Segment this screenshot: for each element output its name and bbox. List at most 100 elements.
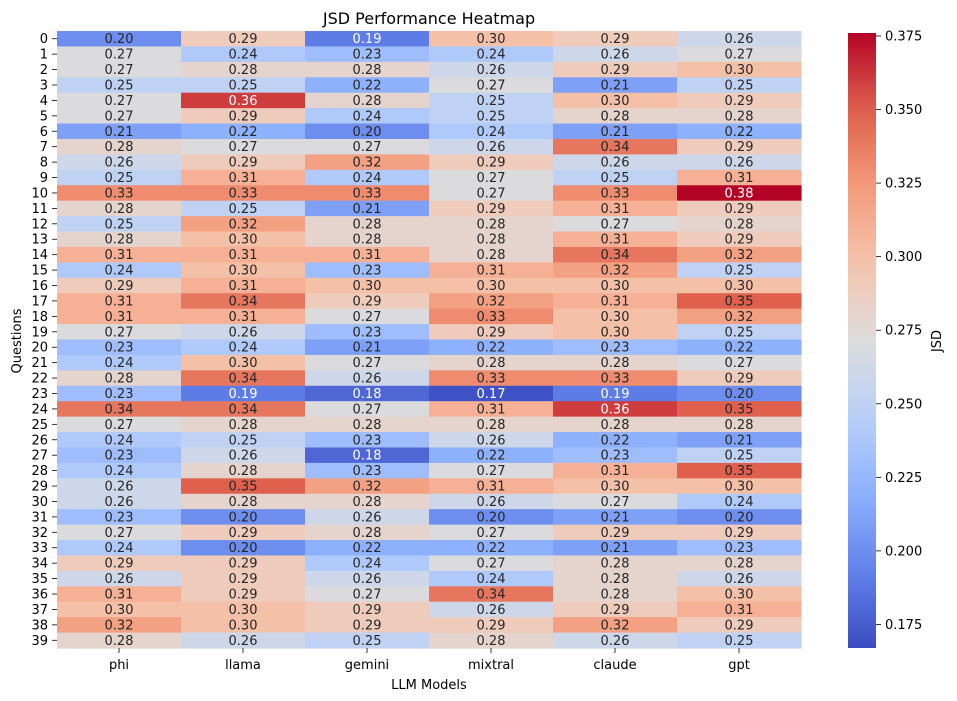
cell-value-label: 0.22 <box>601 433 630 448</box>
heatmap-cell <box>305 123 430 140</box>
heatmap-cell <box>553 138 678 156</box>
cell-value-label: 0.24 <box>105 541 134 556</box>
cell-value-label: 0.35 <box>725 294 754 309</box>
cell-value-label: 0.32 <box>477 294 506 309</box>
y-tick-label: 5 <box>40 109 48 124</box>
y-tick-label: 15 <box>31 264 48 279</box>
cell-value-label: 0.26 <box>725 32 754 47</box>
cell-value-label: 0.20 <box>105 32 134 47</box>
heatmap-cell <box>181 216 306 233</box>
cell-value-label: 0.24 <box>353 109 382 124</box>
y-tick-label: 21 <box>31 356 48 371</box>
y-tick-label: 29 <box>31 480 48 495</box>
cell-value-label: 0.27 <box>477 464 506 479</box>
cell-value-label: 0.25 <box>229 202 258 217</box>
heatmap-cell <box>181 447 306 464</box>
cell-value-label: 0.30 <box>601 310 630 325</box>
cell-value-label: 0.25 <box>725 449 754 464</box>
cell-value-label: 0.24 <box>105 356 134 371</box>
y-tick-label: 17 <box>31 294 48 309</box>
cell-value-label: 0.27 <box>353 310 382 325</box>
cell-value-label: 0.32 <box>601 618 630 633</box>
cell-value-label: 0.29 <box>229 572 258 587</box>
heatmap-cell <box>57 447 182 464</box>
heatmap-cell <box>553 478 678 495</box>
heatmap-cell <box>429 524 554 541</box>
cell-value-label: 0.26 <box>477 495 506 510</box>
y-tick-label: 14 <box>31 248 48 263</box>
cell-value-label: 0.28 <box>601 588 630 603</box>
heatmap-cell <box>181 601 306 618</box>
cell-value-label: 0.30 <box>105 603 134 618</box>
cell-value-label: 0.25 <box>725 264 754 279</box>
cell-value-label: 0.29 <box>725 526 754 541</box>
heatmap-cell <box>677 509 802 526</box>
heatmap-cell <box>305 293 430 310</box>
heatmap-cell <box>429 308 554 325</box>
heatmap-cell <box>677 524 802 541</box>
heatmap-cell <box>553 308 678 325</box>
cell-value-label: 0.21 <box>601 78 630 93</box>
heatmap-cell <box>677 77 802 94</box>
cell-value-label: 0.23 <box>353 325 382 340</box>
cell-value-label: 0.21 <box>353 341 382 356</box>
heatmap-cell <box>305 185 430 202</box>
cell-value-label: 0.33 <box>601 186 630 201</box>
heatmap-cell <box>677 31 802 48</box>
heatmap-cell <box>305 447 430 464</box>
cell-value-label: 0.31 <box>229 279 258 294</box>
cell-value-label: 0.25 <box>105 78 134 93</box>
colorbar-tick-label: 0.250 <box>885 397 922 412</box>
heatmap-cell <box>553 385 678 402</box>
cell-value-label: 0.32 <box>105 618 134 633</box>
y-tick-label: 3 <box>40 78 48 93</box>
cell-value-label: 0.29 <box>477 156 506 171</box>
heatmap-cell <box>57 540 182 557</box>
heatmap-cell <box>553 31 678 48</box>
cell-value-label: 0.26 <box>105 572 134 587</box>
cell-value-label: 0.23 <box>725 541 754 556</box>
cell-value-label: 0.20 <box>229 510 258 525</box>
cell-value-label: 0.26 <box>229 325 258 340</box>
cell-value-label: 0.29 <box>725 618 754 633</box>
x-axis-ticks: phi llama gemini mixtral claude gpt <box>109 648 750 673</box>
cell-value-label: 0.32 <box>725 310 754 325</box>
y-tick-label: 6 <box>40 125 48 140</box>
cell-value-label: 0.28 <box>725 418 754 433</box>
heatmap-cell <box>429 123 554 140</box>
cell-value-label: 0.31 <box>477 264 506 279</box>
colorbar-ticks: 0.175 0.200 0.225 0.250 0.275 0.300 0.325 0.350… <box>876 29 922 633</box>
heatmap-cell <box>429 61 554 78</box>
cell-value-label: 0.26 <box>601 156 630 171</box>
heatmap-cell <box>57 169 182 186</box>
cell-value-label: 0.35 <box>725 464 754 479</box>
heatmap-cell <box>429 432 554 449</box>
heatmap-cell <box>305 308 430 325</box>
cell-value-label: 0.33 <box>477 310 506 325</box>
heatmap-cell <box>429 31 554 48</box>
cell-value-label: 0.28 <box>105 372 134 387</box>
heatmap-cell <box>181 478 306 495</box>
y-axis-ticks: 0123456789101112131415161718192021222324… <box>31 32 57 649</box>
x-axis-label: LLM Models <box>391 678 467 693</box>
heatmap-cell <box>181 617 306 634</box>
cell-value-label: 0.38 <box>725 186 754 201</box>
cell-value-label: 0.25 <box>229 78 258 93</box>
heatmap-cell <box>181 462 306 479</box>
cell-value-label: 0.25 <box>105 171 134 186</box>
cell-value-label: 0.28 <box>229 418 258 433</box>
y-tick-label: 28 <box>31 464 48 479</box>
heatmap-cell <box>429 478 554 495</box>
heatmap-cell <box>553 632 678 649</box>
y-tick-label: 35 <box>31 572 48 587</box>
cell-value-label: 0.27 <box>601 495 630 510</box>
cell-value-label: 0.31 <box>105 248 134 263</box>
heatmap-cell <box>181 77 306 94</box>
y-tick-label: 31 <box>31 510 48 525</box>
x-tick-label: gpt <box>728 658 750 673</box>
cell-value-label: 0.24 <box>229 48 258 63</box>
cell-value-label: 0.34 <box>477 588 506 603</box>
y-tick-label: 26 <box>31 433 48 448</box>
heatmap-cell <box>677 200 802 217</box>
heatmap-cell <box>181 200 306 217</box>
